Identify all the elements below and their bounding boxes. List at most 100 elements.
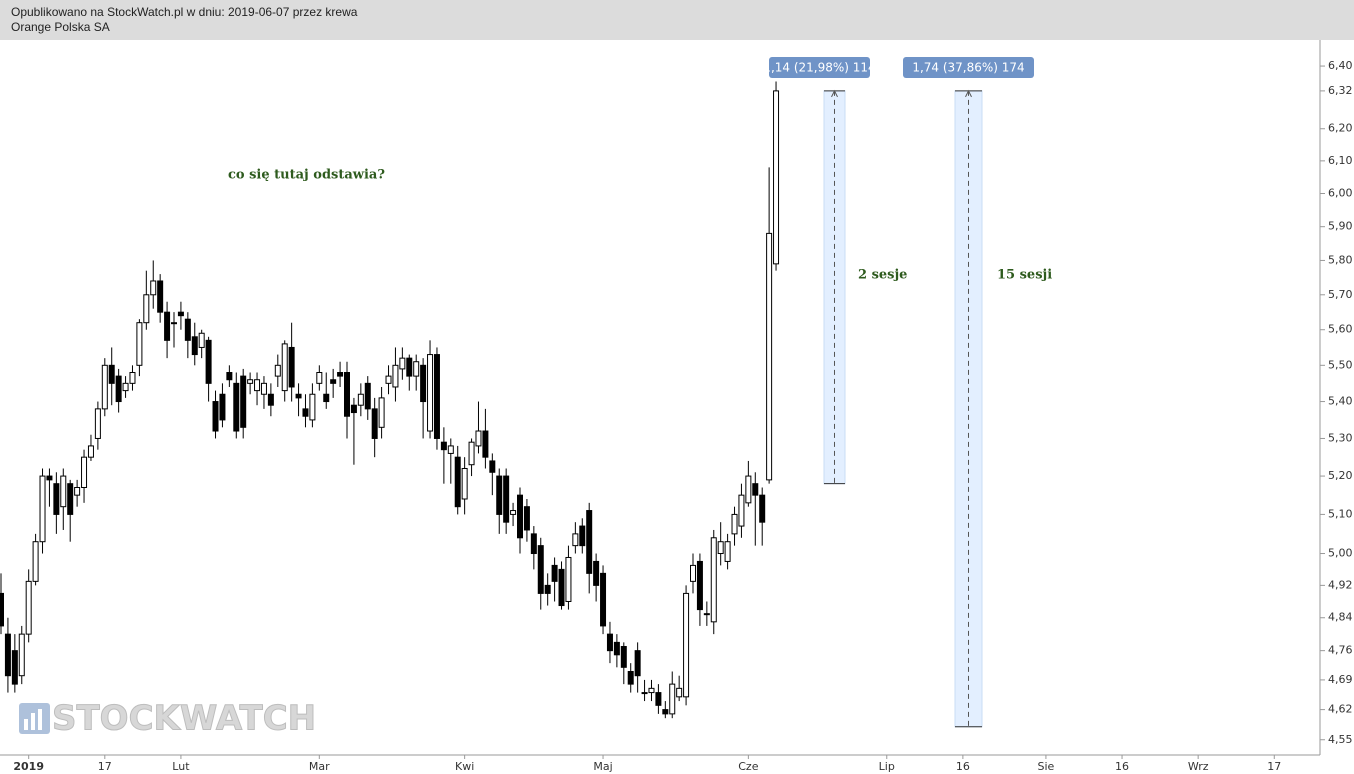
x-tick-label: 16: [956, 760, 970, 773]
candle-body: [101, 364, 108, 410]
x-tick-label: Lip: [879, 760, 895, 773]
measure-arrowhead: [965, 89, 972, 98]
y-tick-label: 4,62: [1328, 703, 1353, 716]
y-tick-label: 4,92: [1328, 578, 1353, 591]
candle-body: [364, 382, 371, 410]
candle-body: [191, 336, 198, 356]
candle-body: [143, 294, 150, 324]
candle-body: [177, 311, 184, 317]
candle-body: [260, 382, 267, 395]
candle-body: [669, 683, 676, 715]
candle-body: [406, 357, 413, 377]
y-tick-label: 5,50: [1328, 358, 1353, 371]
measure-label: 1,74 (37,86%) 174: [912, 61, 1024, 75]
candle-body: [115, 375, 122, 403]
candle-body: [171, 322, 177, 325]
candle-body: [683, 592, 690, 698]
candle-body: [18, 633, 25, 677]
x-tick-label: 17: [98, 760, 112, 773]
candle-body: [25, 580, 32, 635]
watermark: STOCKWATCH: [19, 698, 317, 739]
candle-body: [330, 379, 337, 384]
candle-body: [648, 687, 655, 694]
candle-body: [427, 354, 434, 432]
y-tick-label: 6,20: [1328, 122, 1353, 135]
y-tick-label: 5,70: [1328, 288, 1353, 301]
candle-body: [572, 533, 579, 547]
candle-body: [247, 379, 254, 384]
candle-body: [766, 232, 773, 481]
candle-body: [94, 408, 101, 439]
candle-body: [620, 646, 627, 668]
candle-body: [337, 372, 344, 377]
candle-body: [240, 375, 247, 428]
candle-body: [371, 408, 378, 439]
y-tick-label: 4,55: [1328, 733, 1353, 746]
candle-body: [634, 650, 641, 677]
watermark-icon-bar: [38, 709, 42, 730]
candle-body: [662, 709, 669, 715]
candle-body: [773, 90, 780, 265]
candle-body: [11, 650, 18, 685]
measure-note: 2 sesje: [858, 268, 907, 283]
candle-body: [523, 506, 530, 531]
y-tick-label: 5,90: [1328, 220, 1353, 233]
candle-body: [558, 568, 565, 607]
candle-body: [136, 322, 143, 366]
candle-body: [129, 372, 136, 384]
candle-body: [544, 584, 551, 594]
candle-body: [344, 372, 350, 417]
candle-body: [440, 441, 447, 451]
candle-body: [378, 397, 385, 428]
candle-body: [593, 560, 600, 586]
candle-body: [198, 332, 205, 348]
candle-body: [60, 475, 67, 508]
header-instrument: Orange Polska SA: [11, 20, 110, 34]
x-tick-label: 17: [1267, 760, 1281, 773]
candle-body: [724, 541, 731, 562]
watermark-text: STOCKWATCH: [52, 699, 316, 739]
x-tick-label: 16: [1115, 760, 1129, 773]
candle-body: [357, 393, 364, 406]
candle-body: [745, 475, 752, 504]
header-published: Opublikowano na StockWatch.pl w dniu: 20…: [11, 5, 358, 19]
candle-body: [150, 280, 157, 296]
y-tick-label: 5,40: [1328, 395, 1353, 408]
y-tick-label: 5,20: [1328, 469, 1353, 482]
y-tick-label: 6,10: [1328, 154, 1353, 167]
candle-body: [461, 467, 468, 500]
candle-body: [67, 483, 74, 515]
candle-body: [475, 430, 482, 447]
candle-body: [46, 475, 53, 481]
candle-body: [350, 404, 357, 414]
x-tick-label: 2019: [13, 760, 44, 773]
candle-body: [399, 357, 406, 370]
measure-range: [954, 90, 983, 728]
candle-body: [565, 556, 572, 602]
candle-body: [108, 364, 115, 384]
candle-body: [447, 445, 454, 454]
candle-body: [496, 475, 503, 515]
candle-body: [288, 346, 295, 388]
candle-body: [655, 692, 662, 706]
x-tick-label: Lut: [172, 760, 190, 773]
candle-body: [759, 494, 766, 523]
candle-body: [517, 494, 523, 539]
measure-arrowhead: [831, 89, 838, 98]
candle-body: [606, 633, 613, 652]
candle-body: [738, 494, 745, 527]
x-tick-label: Kwi: [455, 760, 474, 773]
candle-body: [267, 393, 274, 406]
candle-body: [226, 372, 233, 381]
y-tick-label: 5,60: [1328, 323, 1353, 336]
candle-body: [676, 687, 683, 698]
candle-body: [530, 533, 537, 555]
candle-body: [420, 364, 427, 403]
y-tick-label: 6,40: [1328, 59, 1353, 72]
y-tick-label: 6,00: [1328, 186, 1353, 199]
candle-body: [385, 375, 392, 384]
candle-body: [74, 486, 81, 496]
candle-body: [433, 354, 440, 439]
candle-body: [316, 372, 323, 384]
x-tick-label: Mar: [309, 760, 330, 773]
